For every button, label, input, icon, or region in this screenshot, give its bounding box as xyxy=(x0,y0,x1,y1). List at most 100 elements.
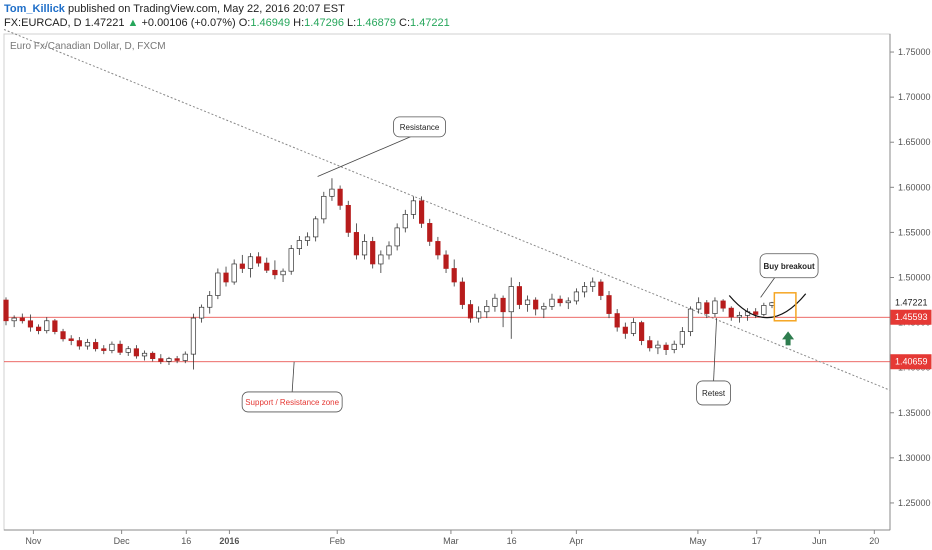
candle-body xyxy=(52,320,58,332)
candle-body xyxy=(622,326,628,334)
candle-body xyxy=(410,200,417,215)
close-label: C: xyxy=(399,17,411,29)
resistance-trendline xyxy=(3,29,891,391)
x-tick-label: Jun xyxy=(812,536,827,546)
zone-callout-box xyxy=(241,391,343,413)
author-link[interactable]: Tom_Killick xyxy=(4,3,65,15)
breakout-highlight-box xyxy=(773,292,797,322)
candle-body xyxy=(443,254,449,269)
candle-body xyxy=(280,270,286,276)
high-label: H: xyxy=(293,17,305,29)
candle-body xyxy=(541,305,547,310)
x-tick-label: Apr xyxy=(569,536,583,546)
candle-body xyxy=(549,298,555,307)
candle-body xyxy=(753,311,759,315)
candle-body xyxy=(614,313,620,328)
x-tick-label: May xyxy=(689,536,707,546)
x-tick-label: 17 xyxy=(752,536,762,546)
candle-body xyxy=(451,268,457,283)
candle-body xyxy=(655,344,661,349)
candle-body xyxy=(728,307,734,318)
y-tick-label: 1.55000 xyxy=(898,227,931,237)
candle-body xyxy=(223,272,229,283)
candle-body xyxy=(696,302,702,310)
candle-body xyxy=(321,195,327,220)
y-tick-label: 1.75000 xyxy=(898,47,931,57)
x-tick-label: 16 xyxy=(181,536,191,546)
candle-body xyxy=(508,286,514,313)
price-tag-label: 1.45593 xyxy=(895,312,928,322)
candle-body xyxy=(11,317,17,322)
candle-body xyxy=(288,248,294,272)
y-tick-label: 1.25000 xyxy=(898,498,931,508)
candle-body xyxy=(133,348,139,357)
candle-body xyxy=(150,352,156,360)
breakout-pointer xyxy=(760,275,777,298)
candle-body xyxy=(435,241,441,256)
candle-body xyxy=(60,331,66,340)
candle-body xyxy=(598,281,604,296)
candle-body xyxy=(44,320,50,332)
resistance-pointer xyxy=(317,132,420,177)
candle-body xyxy=(427,223,433,242)
symbol-label: FX:EURCAD, D xyxy=(4,17,82,29)
breakout-callout-text: Buy breakout xyxy=(764,262,815,271)
candle-body xyxy=(182,353,188,361)
candle-body xyxy=(590,281,596,287)
candle-body xyxy=(36,326,42,332)
y-tick-label: 1.50000 xyxy=(898,272,931,282)
candle-body xyxy=(386,245,392,256)
candle-body xyxy=(76,340,82,347)
candle-body xyxy=(419,200,425,224)
candle-body xyxy=(158,358,164,362)
candle-body xyxy=(207,295,213,308)
candle-body xyxy=(500,297,506,313)
candle-body xyxy=(663,344,669,350)
plot-border xyxy=(3,33,891,531)
rounding-bottom-arc xyxy=(728,293,807,319)
price-tag-label: 1.47221 xyxy=(895,298,928,308)
x-tick-label: Dec xyxy=(114,536,131,546)
candle-body xyxy=(557,298,563,304)
resistance-callout-box xyxy=(393,116,446,138)
high-value: 1.47296 xyxy=(304,17,344,29)
candle-body xyxy=(68,338,74,341)
candle-body xyxy=(606,295,612,314)
candle-body xyxy=(141,352,148,357)
candle-body xyxy=(190,317,197,355)
candle-body xyxy=(109,343,115,351)
candle-body xyxy=(476,311,482,319)
candle-body xyxy=(125,348,131,353)
candle-body xyxy=(313,218,319,238)
quote-line: FX:EURCAD, D 1.47221 ▲ +0.00106 (+0.07%)… xyxy=(4,16,450,30)
x-tick-label: Nov xyxy=(25,536,42,546)
candle-body xyxy=(247,256,254,269)
candle-body xyxy=(402,214,408,229)
candle-body xyxy=(492,297,498,307)
retest-pointer xyxy=(713,318,717,381)
candle-body xyxy=(720,300,726,309)
candle-body xyxy=(117,343,123,353)
candle-body xyxy=(93,342,99,350)
published-text: published on TradingView.com, May 22, 20… xyxy=(68,3,345,15)
candle-body xyxy=(198,306,205,319)
candle-body xyxy=(272,269,278,276)
candle-body xyxy=(565,300,571,304)
candle-body xyxy=(467,304,474,319)
candle-body xyxy=(639,322,645,341)
retest-callout-text: Retest xyxy=(702,389,726,398)
candle-body xyxy=(533,299,539,310)
price-tag xyxy=(890,309,932,325)
candle-body xyxy=(394,227,400,247)
price-tag xyxy=(890,354,932,370)
candle-body xyxy=(166,358,172,362)
x-tick-label: 16 xyxy=(507,536,517,546)
y-tick-label: 1.65000 xyxy=(898,137,931,147)
candle-body xyxy=(296,240,302,249)
candle-body xyxy=(687,308,694,332)
candle-body xyxy=(516,286,522,305)
candle-body xyxy=(524,299,531,305)
resistance-callout-text: Resistance xyxy=(400,123,440,132)
candle-body xyxy=(345,204,351,233)
